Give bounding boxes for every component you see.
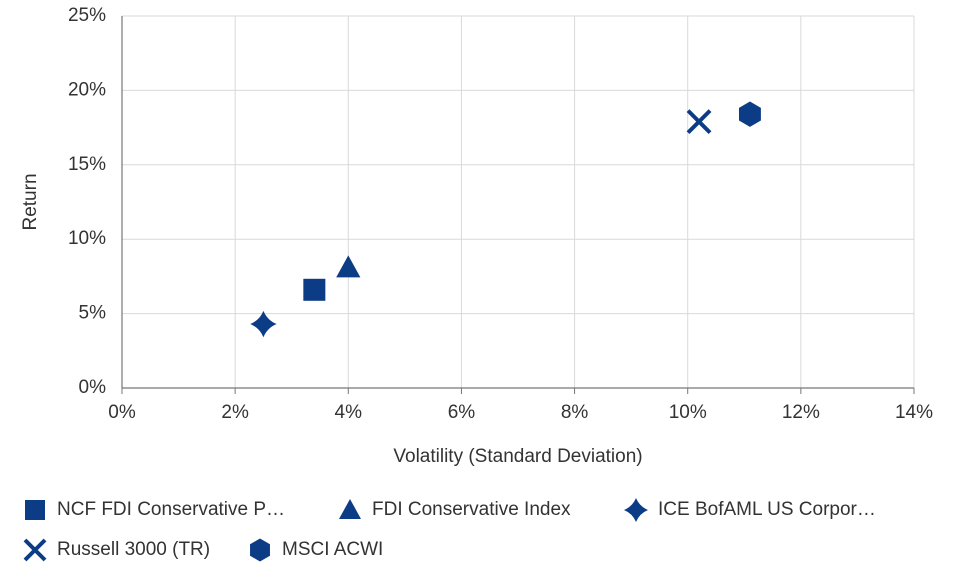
y-tick-label: 25% — [68, 5, 106, 26]
y-tick-label: 20% — [68, 79, 106, 100]
point — [303, 278, 326, 301]
legend-marker — [624, 498, 648, 522]
legend-marker — [25, 500, 45, 520]
x-tick-label: 8% — [561, 402, 589, 423]
y-tick-label: 10% — [68, 228, 106, 249]
point — [686, 109, 712, 135]
legend-marker — [339, 499, 361, 519]
y-tick-label: 15% — [68, 154, 106, 175]
y-tick-label: 0% — [79, 377, 107, 398]
legend-label: MSCI ACWI — [282, 539, 383, 560]
x-tick-label: 6% — [448, 402, 476, 423]
legend-label: FDI Conservative Index — [372, 499, 571, 520]
legend-marker — [250, 538, 270, 562]
x-axis-label: Volatility (Standard Deviation) — [393, 446, 642, 467]
legend-marker — [23, 538, 47, 562]
point — [738, 101, 761, 127]
x-tick-label: 0% — [108, 402, 136, 423]
x-tick-label: 2% — [221, 402, 249, 423]
legend-label: NCF FDI Conservative P… — [57, 499, 285, 520]
point — [250, 310, 277, 338]
x-tick-label: 10% — [669, 402, 707, 423]
y-axis-label: Return — [20, 173, 41, 230]
x-tick-label: 14% — [895, 402, 933, 423]
y-tick-label: 5% — [79, 303, 107, 324]
legend-label: ICE BofAML US Corpor… — [658, 499, 876, 520]
x-tick-label: 12% — [782, 402, 820, 423]
x-tick-label: 4% — [335, 402, 363, 423]
legend-label: Russell 3000 (TR) — [57, 539, 210, 560]
point — [336, 255, 361, 278]
